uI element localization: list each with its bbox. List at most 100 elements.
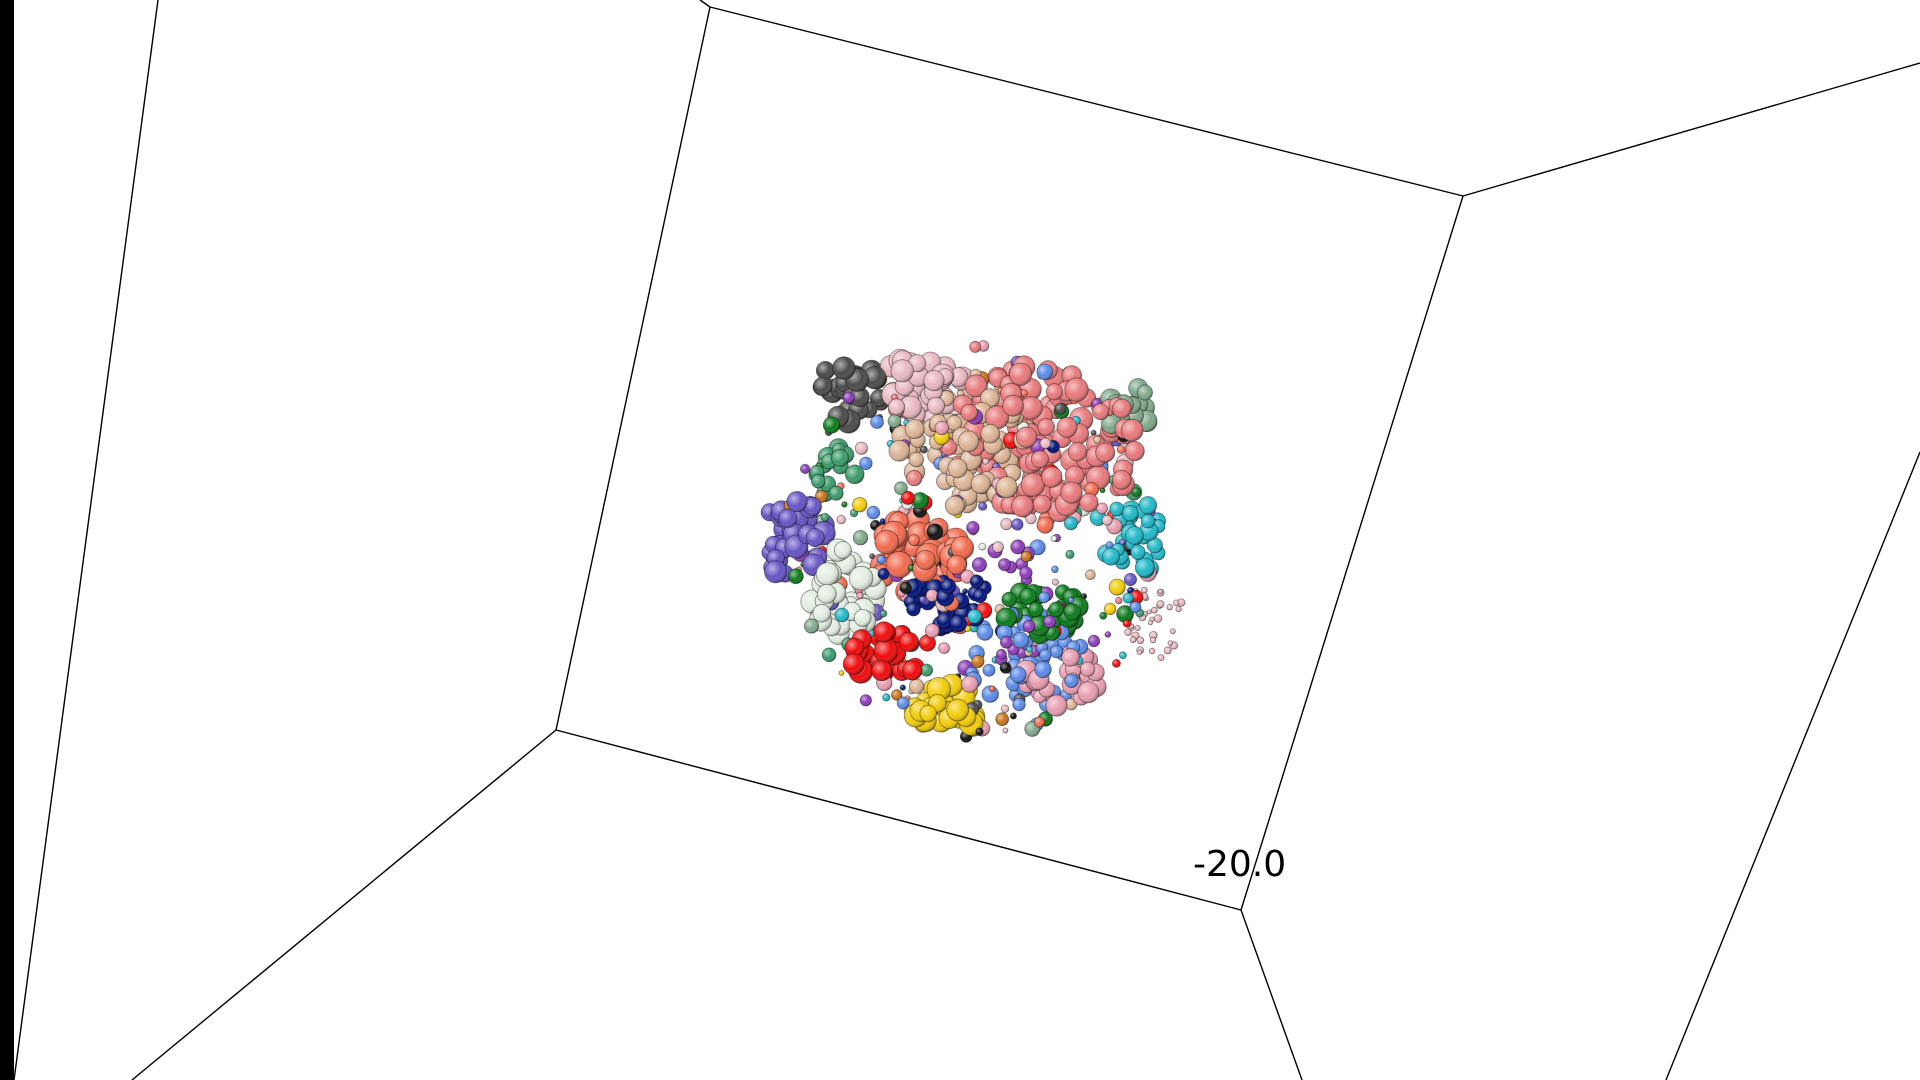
atom-highlight [859,457,873,470]
atom-highlight [1092,403,1109,420]
atom-highlight [1021,473,1045,497]
atom-highlight [1119,651,1127,659]
atom-highlight [1040,437,1051,449]
scene-canvas[interactable] [14,0,1920,1080]
atom-highlight [1125,526,1144,545]
atom-highlight [866,506,880,519]
atom-highlight [1036,516,1054,534]
atom-highlight [1010,539,1025,555]
atom-highlight [838,670,844,676]
atom-highlight [1095,443,1115,463]
atom-highlight [1065,466,1085,485]
atom-highlight [1020,389,1028,397]
atom-highlight [964,374,988,398]
atom-highlight [1177,598,1185,607]
box-edge-outer-bottomright [1240,909,1303,1080]
atom-highlight [1080,661,1095,677]
atom-highlight [816,562,839,586]
atom-highlight [908,534,920,546]
atom-highlight [843,653,865,675]
atom-highlight [1157,654,1165,661]
atom-highlight [909,452,924,467]
atom-highlight [1052,579,1059,586]
atom-highlight [1063,603,1081,621]
atom-highlight [919,596,927,603]
atom-highlight [982,664,996,677]
atom-highlight [844,638,864,658]
atom-highlight [1084,482,1099,497]
atom-highlight [888,414,901,428]
atom-highlight [1102,547,1120,566]
atom-highlight [1124,573,1137,586]
atom-highlight [975,727,984,736]
atom-highlight [829,486,844,501]
atom-highlight [845,464,865,484]
atom-highlight [1038,591,1050,603]
atom-highlight [850,387,870,407]
atom-highlight [926,589,939,602]
atom-highlight [926,523,943,540]
atom-highlight [832,356,856,380]
atom-highlight [995,607,1017,629]
atom-highlight [882,693,890,702]
atom-highlight [899,632,919,652]
atom-highlight [949,615,967,632]
atom-highlight [919,705,937,722]
atom-highlight [947,555,967,575]
atom-highlight [1175,606,1182,612]
atom-highlight [920,446,928,454]
atom-highlight [899,581,912,594]
atom-highlight [900,684,906,691]
atom-highlight [1041,466,1063,488]
atom-highlight [1054,403,1066,415]
atom-highlight [1135,558,1155,577]
atom-highlight [1130,636,1137,643]
atom-highlight [894,481,908,495]
atom-highlight [1149,616,1155,622]
3d-viewport[interactable]: -20.0 [14,0,1920,1080]
atom-highlight [940,578,956,595]
atom-highlight [1036,363,1053,380]
box-edge-bottom [555,729,1242,911]
atom-highlight [1147,609,1152,615]
atom-highlight [1051,565,1059,573]
atom-highlight [1034,661,1052,678]
atom-highlight [1011,495,1034,517]
atom-highlight [860,694,872,706]
atom-highlight [906,470,922,486]
atom-highlight [906,602,921,616]
box-edge-outer-right [1665,451,1920,1080]
atom-highlight [1064,516,1078,530]
protein-structure[interactable] [760,340,1186,743]
atom-highlight [871,660,892,681]
atom-highlight [1150,637,1156,643]
atom-highlight [985,405,1009,430]
atom-highlight [1000,518,1013,530]
atom-highlight [1091,430,1097,436]
atom-highlight [1028,602,1044,617]
atom-highlight [925,623,940,638]
atom-highlight [1129,590,1144,605]
atom-highlight [905,419,925,439]
atom-highlight [1061,648,1080,667]
atom-highlight [873,621,895,643]
atom-highlight [1131,487,1141,497]
atom-highlight [856,592,864,599]
atom-highlight [822,647,836,662]
atom-highlight [1093,436,1102,444]
atom-highlight [1164,646,1172,655]
atom-highlight [1034,716,1045,728]
atom-highlight [800,464,810,474]
atom-highlight [1122,592,1134,604]
atom-highlight [971,474,991,494]
atom-highlight [1068,597,1074,603]
atom-highlight [1012,698,1026,711]
atom-highlight [1085,569,1096,580]
atom-highlight [966,521,980,534]
atom-highlight [978,340,989,352]
box-edge-outer-topleft [699,0,711,8]
axis-tick-label: -20.0 [1193,844,1287,885]
atom-highlight [1166,604,1173,610]
atom-highlight [869,553,875,559]
atom-highlight [1010,666,1027,683]
